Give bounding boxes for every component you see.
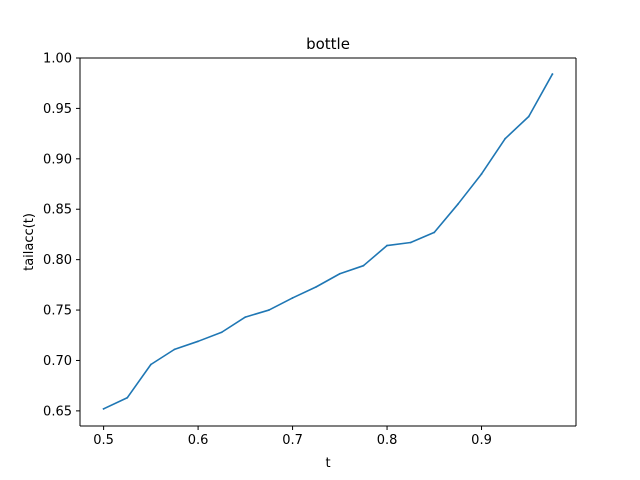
x-tick-label: 0.5 [93,433,114,448]
data-point [102,407,105,410]
data-point [220,331,223,334]
y-tick-label: 0.75 [43,304,72,319]
data-point [362,264,365,267]
x-tick-label: 0.9 [471,433,492,448]
y-tick-label: 0.70 [43,354,72,369]
data-point [480,173,483,175]
axes-layer [79,57,577,427]
y-tick-label: 1.00 [43,52,72,67]
data-point [551,73,554,76]
data-point [149,363,152,366]
x-tick-label: 0.8 [377,433,398,448]
x-axis-label: t [325,456,330,471]
y-tick-label: 0.90 [43,152,72,167]
data-point [338,272,341,275]
data-point [197,340,199,343]
x-tick-label: 0.6 [188,433,209,448]
plot-area [80,58,576,426]
data-point [386,244,388,247]
series-layer [102,73,554,410]
data-point [527,115,530,118]
data-point [291,297,294,299]
data-point [268,309,270,311]
data-point [126,396,129,399]
data-point [173,348,176,351]
data-point [457,203,459,206]
series-line [102,73,554,410]
data-point [433,231,436,234]
data-point [244,316,247,319]
y-tick-label: 0.95 [43,102,72,117]
data-point [315,285,318,288]
data-point [409,241,412,244]
chart-title: bottle [306,35,350,53]
y-ticks: 0.65 0.70 0.75 0.80 0.85 0.90 0.95 1.00 [43,52,80,419]
x-tick-label: 0.7 [282,433,303,448]
y-tick-label: 0.85 [43,203,72,218]
x-ticks: 0.5 0.6 0.7 0.8 0.9 [93,426,492,448]
y-tick-label: 0.65 [43,404,72,419]
y-axis-label: tailacc(t) [22,213,37,271]
y-tick-label: 0.80 [43,253,72,268]
data-point [504,137,507,140]
